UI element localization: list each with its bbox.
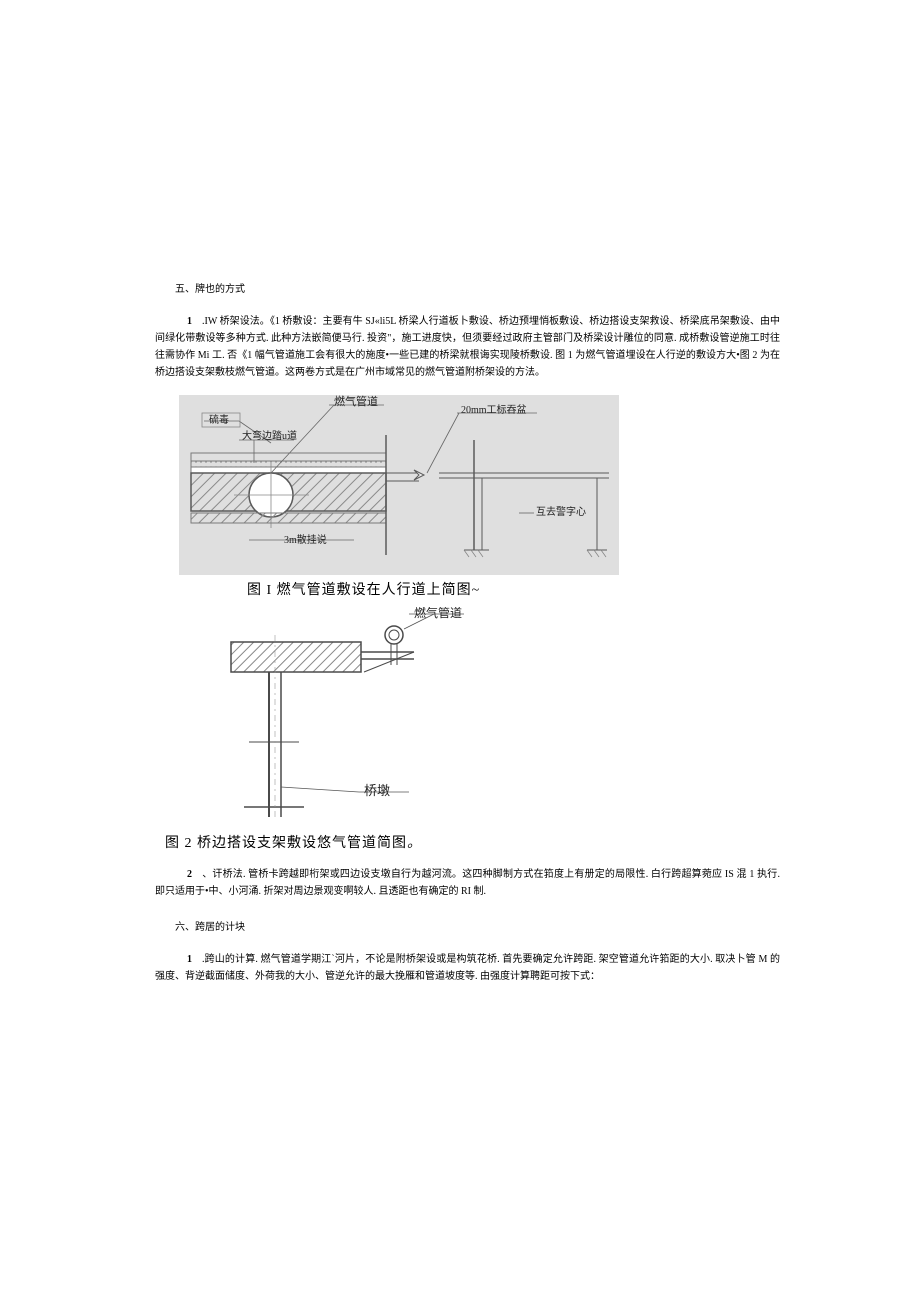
para-number: 1 [187,316,192,327]
section-5-para-2: 2、讦桥法. 管桥卡跨越即桁架或四边设支墩自行为越河流。这四种脚制方式在筘度上有… [155,866,780,900]
fig2-label-gaspipe: 燃气管道 [414,607,462,620]
section-5-para-1: 1.IW 桥架设法。《1 桥敷设：主要有牛 SJ«li5L 桥梁人行道板卜敷设、… [155,313,780,381]
para-number: 2 [187,869,192,880]
fig2-label-pier: 桥墩 [364,783,390,798]
para-number: 1 [187,954,192,965]
figure-1-diagram: 燃气管道 20mm工标吞盆 硫毒 大弯边踏u道 互去警字心 3m散挂说 [179,395,619,575]
figure-1-block: 燃气管道 20mm工标吞盆 硫毒 大弯边踏u道 互去警字心 3m散挂说 图 I … [179,395,780,822]
fig1-label-gaspipe: 燃气管道 [334,395,378,408]
fig1-label-sulfur: 硫毒 [209,413,229,426]
figure-1-caption: 图 I 燃气管道敷设在人行道上简图~ [247,579,780,599]
section-6-title: 六、跨居的计块 [155,918,780,933]
figure-2-caption: 图 2 桥边搭设支架敷设悠气管道简图。 [165,832,780,852]
section-6-para-1: 1.跨山的计算. 燃气管道学期江`河片，不论是附桥架设或是构筑花桥. 首先要确定… [155,951,780,985]
figure-2-diagram: 燃气管道 桥墩 [209,607,469,822]
fig1-label-center: 互去警字心 [536,505,586,518]
para-text: .IW 桥架设法。《1 桥敷设：主要有牛 SJ«li5L 桥梁人行道板卜敷设、桥… [155,316,780,378]
para-text: .跨山的计算. 燃气管道学期江`河片，不论是附桥架设或是构筑花桥. 首先要确定允… [155,954,780,982]
fig1-label-anchor: 大弯边踏u道 [242,429,297,442]
fig1-label-sidewalk: 3m散挂说 [284,533,327,546]
para-text: 、讦桥法. 管桥卡跨越即桁架或四边设支墩自行为越河流。这四种脚制方式在筘度上有册… [155,869,780,897]
fig1-label-20mm: 20mm工标吞盆 [461,403,527,416]
section-5-title: 五、牌也的方式 [155,280,780,295]
